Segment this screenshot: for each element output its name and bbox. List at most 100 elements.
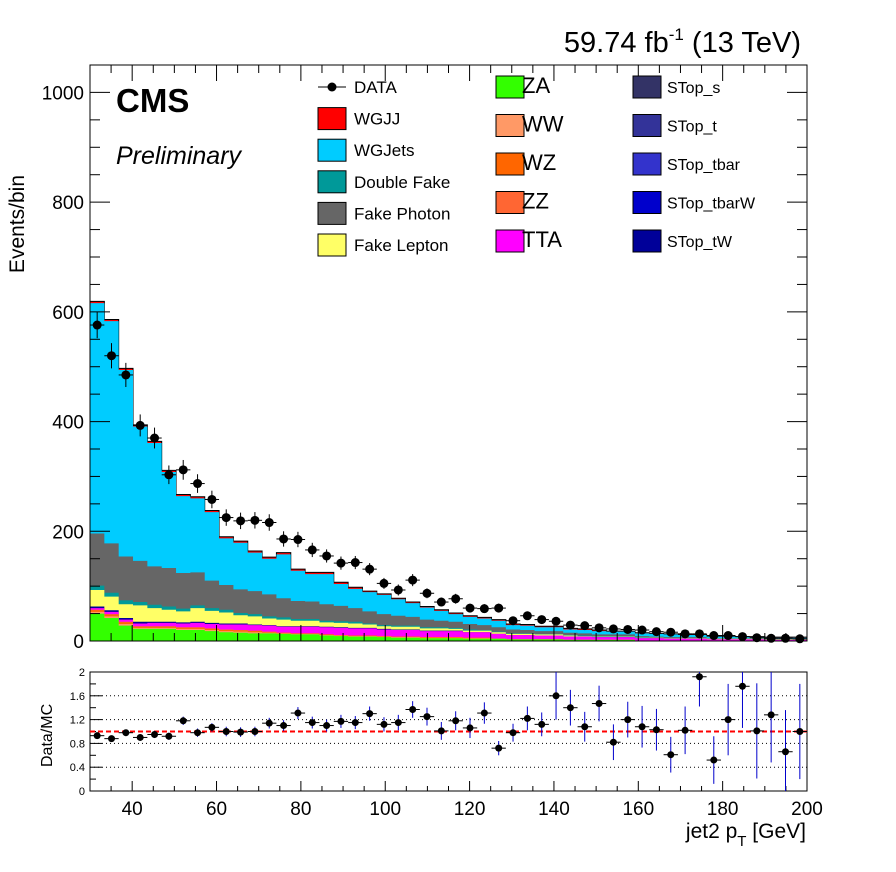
ratio-point bbox=[477, 702, 492, 724]
ratio-marker bbox=[437, 727, 445, 735]
ratio-point bbox=[491, 741, 506, 756]
ratio-point bbox=[778, 710, 793, 791]
data-marker bbox=[221, 513, 231, 523]
lumi-label: 59.74 fb-1 (13 TeV) bbox=[564, 25, 801, 59]
ratio-y-tick-label: 1.6 bbox=[70, 691, 85, 703]
ratio-point bbox=[563, 689, 578, 726]
data-point bbox=[204, 490, 220, 509]
data-point bbox=[247, 512, 263, 529]
y-tick-label: 400 bbox=[52, 413, 84, 434]
y-tick-label: 800 bbox=[52, 193, 84, 214]
ratio-marker bbox=[581, 723, 589, 731]
ratio-marker bbox=[509, 729, 517, 737]
legend-swatch bbox=[317, 170, 347, 194]
ratio-point bbox=[219, 726, 234, 737]
ratio-y-tick-label: 0.8 bbox=[70, 738, 85, 750]
ratio-point bbox=[376, 717, 392, 732]
legend-swatch bbox=[632, 75, 662, 99]
data-marker bbox=[608, 624, 618, 634]
data-marker bbox=[92, 320, 102, 330]
data-point bbox=[161, 465, 177, 485]
ratio-marker bbox=[151, 730, 159, 738]
ratio-point bbox=[176, 716, 191, 725]
legend-label: STop_tbar bbox=[667, 157, 741, 174]
ratio-marker bbox=[638, 723, 646, 731]
legend-swatch bbox=[317, 233, 347, 257]
legend-item: STop_s bbox=[632, 75, 720, 99]
data-point bbox=[90, 311, 105, 339]
x-tick-label: 60 bbox=[206, 799, 227, 820]
data-marker bbox=[164, 470, 174, 480]
data-point bbox=[735, 632, 750, 642]
ratio-marker bbox=[624, 716, 632, 724]
legend-item: WZ bbox=[495, 150, 556, 176]
main-frame: 0 200 400 600 800 1000 bbox=[42, 64, 808, 653]
legend-swatch bbox=[632, 191, 662, 214]
ratio-marker bbox=[796, 728, 804, 735]
data-point bbox=[147, 427, 162, 449]
ratio-marker bbox=[724, 716, 732, 724]
ratio-point bbox=[577, 711, 592, 742]
legend-item: TTA bbox=[495, 227, 562, 253]
ratio-point bbox=[348, 716, 363, 730]
x-axis-label: jet2 pT [GeV] bbox=[685, 820, 806, 850]
ratio-y-axis-label: Data/MC bbox=[39, 704, 56, 767]
legend-item: STop_tbar bbox=[632, 152, 741, 176]
data-point bbox=[577, 621, 592, 631]
ratio-point bbox=[792, 683, 807, 780]
data-marker bbox=[551, 616, 561, 626]
ratio-point bbox=[534, 712, 549, 737]
data-marker bbox=[795, 634, 805, 644]
ratio-marker bbox=[566, 704, 574, 712]
ratio-point bbox=[591, 685, 607, 722]
data-point bbox=[190, 474, 205, 493]
legend-swatch bbox=[317, 201, 347, 225]
data-point bbox=[118, 362, 134, 388]
ratio-point bbox=[190, 728, 205, 737]
ratio-point bbox=[405, 701, 420, 718]
ratio-marker bbox=[523, 714, 531, 722]
ratio-point bbox=[333, 714, 349, 728]
data-point bbox=[133, 414, 148, 437]
ratio-marker bbox=[308, 719, 316, 727]
legend-label: STop_tW bbox=[667, 234, 733, 251]
data-marker bbox=[651, 627, 661, 637]
y-tick-label: 200 bbox=[52, 522, 84, 543]
data-point bbox=[491, 603, 506, 613]
data-point bbox=[219, 509, 234, 526]
ratio-marker bbox=[423, 713, 431, 721]
data-point bbox=[649, 627, 664, 637]
ratio-marker bbox=[337, 717, 345, 725]
ratio-marker bbox=[265, 719, 273, 727]
data-marker bbox=[150, 433, 160, 443]
ratio-point bbox=[462, 717, 478, 739]
x-tick-label: 200 bbox=[791, 799, 823, 820]
ratio-point bbox=[104, 735, 119, 743]
data-point bbox=[262, 514, 277, 531]
data-marker bbox=[279, 534, 289, 544]
ratio-point bbox=[505, 723, 521, 742]
data-point bbox=[534, 615, 549, 625]
ratio-point bbox=[548, 672, 564, 720]
data-point bbox=[419, 588, 435, 599]
legend-label: WW bbox=[522, 112, 564, 137]
x-tick-label: 160 bbox=[622, 799, 654, 820]
legend-label: WZ bbox=[522, 150, 556, 175]
ratio-marker bbox=[695, 673, 703, 681]
legend-item: WGJJ bbox=[317, 107, 400, 131]
data-point bbox=[305, 542, 320, 558]
x-tick-label: 100 bbox=[369, 799, 401, 820]
stack-fake-photon bbox=[90, 533, 807, 641]
ratio-point bbox=[663, 736, 678, 773]
ratio-point bbox=[763, 672, 779, 763]
ratio-point bbox=[434, 721, 449, 740]
x-tick-label: 140 bbox=[538, 799, 570, 820]
ratio-marker bbox=[93, 732, 101, 740]
data-marker bbox=[537, 615, 547, 625]
legend-label: Fake Lepton bbox=[354, 236, 449, 255]
data-point bbox=[749, 633, 764, 643]
ratio-marker bbox=[538, 720, 546, 728]
ratio-point bbox=[749, 683, 764, 779]
data-marker bbox=[135, 420, 145, 430]
y-tick-label: 0 bbox=[73, 632, 84, 653]
